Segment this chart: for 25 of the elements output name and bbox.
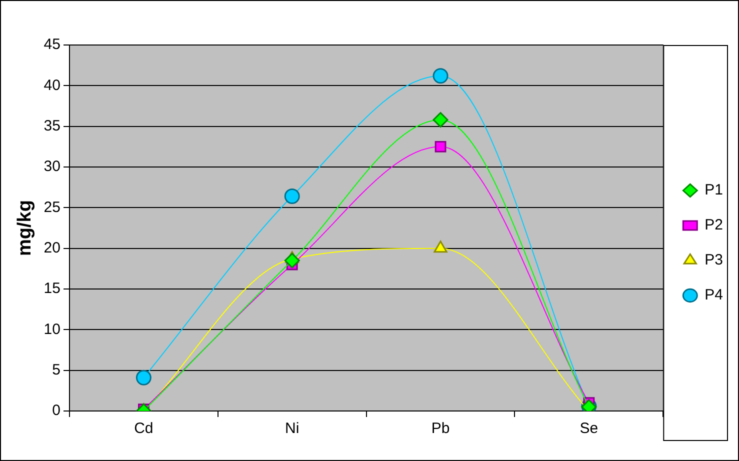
legend-label: P1 bbox=[704, 182, 724, 199]
y-tick-label: 45 bbox=[44, 36, 60, 54]
point bbox=[434, 140, 446, 152]
y-tick-label: 0 bbox=[52, 402, 60, 420]
point bbox=[136, 370, 152, 386]
y-tick-label: 20 bbox=[44, 239, 60, 256]
x-tick-label: Pb bbox=[431, 420, 450, 438]
point bbox=[284, 188, 300, 204]
y-tick-label: 40 bbox=[44, 76, 60, 94]
legend-label: P4 bbox=[704, 286, 724, 304]
point bbox=[432, 112, 448, 128]
point bbox=[432, 68, 448, 84]
point bbox=[284, 252, 300, 268]
legend-label: P2 bbox=[704, 216, 724, 234]
y-tick-label: 25 bbox=[44, 198, 60, 216]
y-tick-label: 5 bbox=[52, 361, 60, 378]
y-tick-label: 30 bbox=[44, 158, 60, 176]
x-tick-label: Se bbox=[580, 420, 598, 438]
y-tick-label: 35 bbox=[44, 117, 60, 134]
y-tick-label: 10 bbox=[44, 320, 60, 338]
y-axis-title: mg/kg bbox=[14, 200, 36, 256]
x-tick-label: Cd bbox=[134, 420, 154, 438]
legend-label: P3 bbox=[704, 252, 724, 269]
x-tick-label: Ni bbox=[285, 420, 300, 438]
y-tick-label: 15 bbox=[44, 280, 60, 298]
